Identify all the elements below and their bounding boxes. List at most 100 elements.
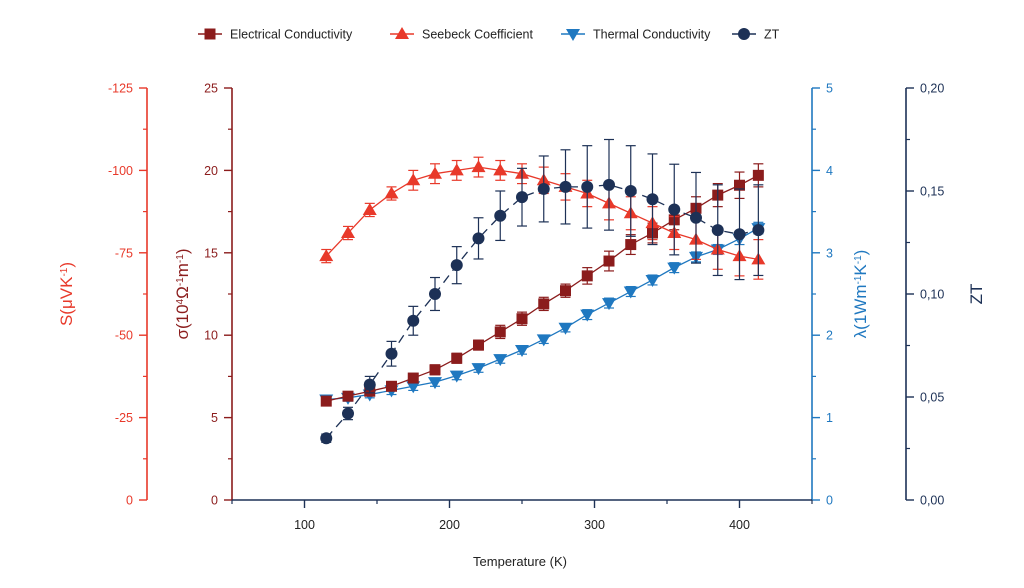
- thermal-tick-label: 5: [826, 82, 833, 96]
- legend-item: ZT: [732, 28, 780, 42]
- data-point: [406, 173, 421, 186]
- data-point: [645, 274, 660, 287]
- data-point: [429, 288, 441, 300]
- data-point: [536, 334, 551, 347]
- data-point: [667, 262, 682, 275]
- seebeck-tick-label: -100: [108, 164, 133, 178]
- data-point: [711, 224, 724, 237]
- data-point: [428, 166, 442, 179]
- data-point: [472, 232, 485, 245]
- data-point: [449, 163, 464, 176]
- seebeck-axis: S(μVK-1): [57, 88, 148, 500]
- data-point: [473, 339, 484, 351]
- zt-tick-label: 0,20: [920, 82, 944, 96]
- zt-series: [320, 138, 765, 445]
- data-point: [558, 322, 573, 335]
- electrical-tick-label: 0: [211, 494, 218, 508]
- data-point: [623, 286, 638, 299]
- data-point: [603, 178, 615, 191]
- data-point: [752, 224, 765, 237]
- data-point: [580, 309, 595, 322]
- data-point: [342, 407, 354, 420]
- data-point: [493, 354, 508, 367]
- data-point: [471, 160, 486, 173]
- data-point: [566, 29, 580, 41]
- data-point: [581, 270, 593, 282]
- thermal-series: [319, 221, 766, 407]
- data-point: [363, 378, 376, 391]
- seebeck-tick-label: -50: [115, 329, 133, 343]
- seebeck-tick-label: -25: [115, 411, 133, 425]
- x-tick-label: 300: [584, 518, 605, 532]
- legend-item: Thermal Conductivity: [561, 28, 711, 42]
- legend-label: ZT: [764, 28, 780, 42]
- data-point: [494, 209, 507, 222]
- data-point: [384, 186, 399, 199]
- data-point: [450, 259, 463, 272]
- data-point: [386, 380, 397, 392]
- electrical-axis: σ(104Ω-1m-1): [173, 88, 233, 500]
- data-point: [319, 249, 334, 262]
- data-point: [342, 390, 354, 402]
- ticks: -125-100-75-50-25025201510505432100,200,…: [108, 82, 944, 533]
- electrical-axis-label: σ(104Ω-1m-1): [173, 249, 192, 340]
- zt-axis: ZT: [905, 88, 986, 500]
- x-tick-label: 400: [729, 518, 750, 532]
- legend-label: Seebeck Coefficient: [422, 28, 533, 42]
- data-point: [395, 27, 409, 39]
- data-point: [516, 313, 528, 325]
- data-point: [690, 211, 702, 224]
- data-point: [559, 180, 572, 193]
- data-point: [738, 28, 750, 40]
- thermal-axis-label: λ(1Wm-1K-1): [851, 250, 870, 339]
- data-point: [407, 372, 419, 384]
- data-point: [603, 255, 615, 267]
- legend-label: Thermal Conductivity: [593, 28, 711, 42]
- data-point: [602, 298, 616, 311]
- x-tick-label: 100: [294, 518, 315, 532]
- zt-tick-label: 0,00: [920, 494, 944, 508]
- data-point: [537, 182, 550, 195]
- plot-area: [319, 138, 766, 445]
- seebeck-axis-label: S(μVK-1): [57, 262, 76, 326]
- legend-item: Electrical Conductivity: [198, 28, 353, 42]
- data-point: [449, 370, 464, 383]
- electrical-tick-label: 15: [204, 246, 218, 260]
- legend-label: Electrical Conductivity: [230, 28, 353, 42]
- data-point: [320, 395, 332, 407]
- data-point: [560, 285, 571, 297]
- data-point: [428, 377, 442, 390]
- electrical-tick-label: 10: [204, 329, 218, 343]
- legend: Electrical Conductivity Seebeck Coefficie…: [198, 27, 780, 42]
- data-point: [733, 228, 746, 241]
- electrical-tick-label: 25: [204, 82, 218, 96]
- thermal-tick-label: 1: [826, 411, 833, 425]
- data-point: [515, 345, 529, 358]
- data-point: [362, 202, 377, 215]
- electrical-tick-label: 5: [211, 411, 218, 425]
- zt-axis-label: ZT: [967, 284, 986, 305]
- data-point: [646, 193, 659, 206]
- data-point: [429, 364, 441, 376]
- data-point: [385, 347, 398, 360]
- seebeck-tick-label: -75: [115, 246, 133, 260]
- data-point: [204, 28, 216, 40]
- data-point: [581, 180, 594, 193]
- data-point: [451, 352, 463, 364]
- data-point: [668, 203, 681, 216]
- data-point: [624, 185, 637, 197]
- data-point: [625, 239, 637, 251]
- temperature-axis: Temperature (K): [232, 499, 812, 569]
- data-point: [407, 314, 420, 327]
- temperature-axis-label: Temperature (K): [473, 554, 567, 569]
- zt-tick-label: 0,15: [920, 185, 944, 199]
- thermal-tick-label: 2: [826, 329, 833, 343]
- electrical-tick-label: 20: [204, 164, 218, 178]
- data-point: [734, 179, 745, 191]
- thermal-tick-label: 3: [826, 246, 833, 260]
- x-tick-label: 200: [439, 518, 460, 532]
- seebeck-tick-label: 0: [126, 494, 133, 508]
- data-point: [341, 226, 355, 239]
- zt-tick-label: 0,05: [920, 391, 944, 405]
